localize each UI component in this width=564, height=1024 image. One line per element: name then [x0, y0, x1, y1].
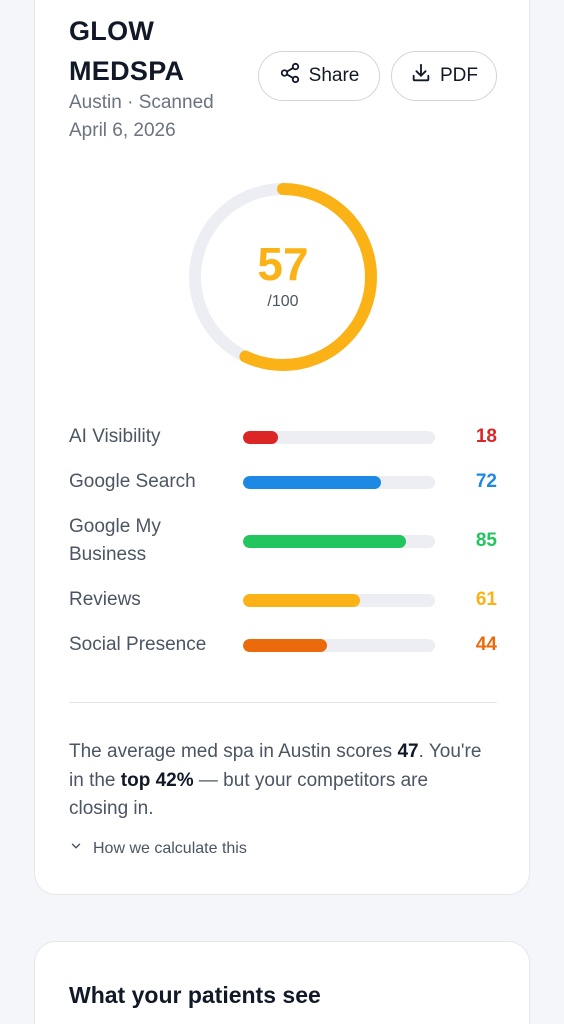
gauge-progress-arc: [189, 183, 377, 371]
metric-label: Social Presence: [69, 634, 207, 655]
section-divider: [69, 702, 497, 703]
benchmark-summary: The average med spa in Austin scores 47.…: [69, 738, 489, 824]
metric-reviews: Reviews 61: [69, 586, 497, 616]
metric-bar-track: [243, 594, 435, 607]
metric-value: 85: [475, 530, 497, 551]
how-we-calculate-toggle[interactable]: How we calculate this: [69, 839, 247, 858]
chevron-down-icon: [69, 839, 83, 858]
average-score: 47: [397, 741, 419, 762]
pdf-button-label: PDF: [440, 65, 478, 86]
metric-bar-fill: [243, 639, 328, 652]
metric-bar-track: [243, 431, 435, 444]
metric-bar-fill: [243, 535, 407, 548]
patients-view-card: What your patients see: [34, 941, 530, 1024]
summary-text: . You're in the: [69, 741, 482, 791]
metric-bar-fill: [243, 594, 361, 607]
metric-bar-fill: [243, 476, 382, 489]
overall-score-gauge: 57 /100: [185, 179, 381, 375]
metric-google-my-business: Google My Business 85: [69, 513, 497, 571]
score-card: GLOW MEDSPA Austin · Scanned April 6, 20…: [34, 0, 530, 895]
metric-value: 61: [475, 589, 497, 610]
business-name: GLOW MEDSPA: [69, 16, 185, 86]
overall-score-max: /100: [267, 293, 299, 310]
download-icon: [410, 62, 432, 90]
metric-label: Google Search: [69, 471, 196, 492]
metric-social-presence: Social Presence 44: [69, 631, 497, 661]
metric-value: 72: [475, 471, 497, 492]
share-button-label: Share: [308, 65, 360, 86]
overall-score-value: 57: [257, 238, 309, 290]
metric-bar-track: [243, 639, 435, 652]
metric-label: Google My Business: [69, 516, 161, 565]
metric-label: AI Visibility: [69, 426, 161, 447]
percentile-rank: top 42%: [120, 769, 194, 791]
share-icon: [279, 62, 301, 90]
pdf-download-button[interactable]: PDF: [391, 51, 497, 101]
how-we-calculate-label: How we calculate this: [93, 839, 247, 857]
metric-value: 18: [475, 426, 497, 447]
summary-text: The average med spa in Austin scores: [69, 741, 398, 762]
share-button[interactable]: Share: [258, 51, 380, 101]
metric-value: 44: [475, 634, 497, 655]
summary-text: — but your competitors are closing in.: [69, 769, 429, 820]
metric-bar-track: [243, 476, 435, 489]
metric-bar-track: [243, 535, 435, 548]
business-location-scan-date: Austin · Scanned April 6, 2026: [69, 92, 214, 141]
metric-google-search: Google Search 72: [69, 468, 497, 498]
section-title: What your patients see: [69, 982, 321, 1008]
metric-label: Reviews: [69, 589, 141, 610]
metric-bar-fill: [243, 431, 278, 444]
metric-ai-visibility: AI Visibility 18: [69, 423, 497, 453]
